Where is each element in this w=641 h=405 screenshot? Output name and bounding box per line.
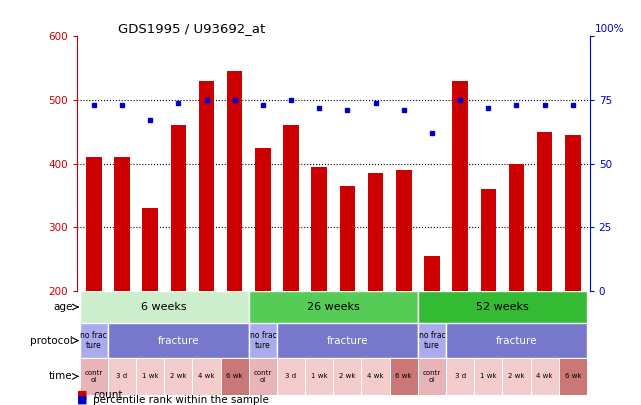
Bar [396, 170, 412, 405]
Bar [86, 157, 101, 405]
Bar [418, 291, 587, 323]
Text: count: count [93, 390, 122, 400]
Text: 52 weeks: 52 weeks [476, 302, 529, 312]
Text: 2 wk: 2 wk [339, 373, 356, 379]
Text: 1 wk: 1 wk [142, 373, 158, 379]
Text: contr
ol: contr ol [423, 370, 441, 383]
Bar [305, 358, 333, 395]
Text: GDS1995 / U93692_at: GDS1995 / U93692_at [118, 22, 265, 35]
Bar [537, 132, 553, 405]
Bar [249, 291, 418, 323]
Text: 6 wk: 6 wk [395, 373, 412, 379]
Text: percentile rank within the sample: percentile rank within the sample [93, 395, 269, 405]
Bar [227, 71, 242, 405]
Text: 6 wk: 6 wk [565, 373, 581, 379]
Bar [446, 323, 587, 358]
Text: no frac
ture: no frac ture [419, 331, 445, 350]
Bar [192, 358, 221, 395]
Bar [418, 323, 446, 358]
Bar [362, 358, 390, 395]
Bar [199, 81, 214, 405]
Bar [136, 358, 164, 395]
Bar [474, 358, 503, 395]
Text: protocol: protocol [30, 335, 72, 345]
Text: 4 wk: 4 wk [198, 373, 215, 379]
Text: 4 wk: 4 wk [367, 373, 384, 379]
Text: contr
ol: contr ol [254, 370, 272, 383]
Text: no frac
ture: no frac ture [249, 331, 276, 350]
Bar [503, 358, 531, 395]
Bar [390, 358, 418, 395]
Text: fracture: fracture [495, 335, 537, 345]
Text: ■: ■ [77, 395, 87, 405]
Text: 6 weeks: 6 weeks [142, 302, 187, 312]
Bar [249, 323, 277, 358]
Text: 3 d: 3 d [285, 373, 297, 379]
Text: no frac
ture: no frac ture [81, 331, 107, 350]
Bar [79, 291, 249, 323]
Text: 4 wk: 4 wk [537, 373, 553, 379]
Text: fracture: fracture [327, 335, 368, 345]
Text: contr
ol: contr ol [85, 370, 103, 383]
Bar [108, 358, 136, 395]
Text: ■: ■ [77, 390, 87, 400]
Bar [277, 323, 418, 358]
Bar [108, 323, 249, 358]
Bar [171, 126, 186, 405]
Bar [418, 358, 446, 395]
Bar [509, 164, 524, 405]
Text: 6 wk: 6 wk [226, 373, 243, 379]
Text: 1 wk: 1 wk [311, 373, 328, 379]
Bar [446, 358, 474, 395]
Text: 2 wk: 2 wk [170, 373, 187, 379]
Bar [424, 256, 440, 405]
Text: 1 wk: 1 wk [480, 373, 497, 379]
Bar [453, 81, 468, 405]
Text: 3 d: 3 d [454, 373, 465, 379]
Bar [277, 358, 305, 395]
Bar [249, 358, 277, 395]
Bar [79, 323, 108, 358]
Bar [565, 135, 581, 405]
Text: fracture: fracture [158, 335, 199, 345]
Bar [221, 358, 249, 395]
Bar [114, 157, 129, 405]
Bar [481, 189, 496, 405]
Text: 100%: 100% [595, 24, 624, 34]
Bar [559, 358, 587, 395]
Bar [283, 126, 299, 405]
Text: age: age [53, 302, 72, 312]
Bar [531, 358, 559, 395]
Text: 3 d: 3 d [117, 373, 128, 379]
Bar [142, 208, 158, 405]
Bar [368, 173, 383, 405]
Text: 26 weeks: 26 weeks [307, 302, 360, 312]
Bar [312, 167, 327, 405]
Bar [340, 186, 355, 405]
Bar [164, 358, 192, 395]
Bar [79, 358, 108, 395]
Bar [255, 148, 271, 405]
Text: time: time [49, 371, 72, 382]
Text: 2 wk: 2 wk [508, 373, 525, 379]
Bar [333, 358, 362, 395]
